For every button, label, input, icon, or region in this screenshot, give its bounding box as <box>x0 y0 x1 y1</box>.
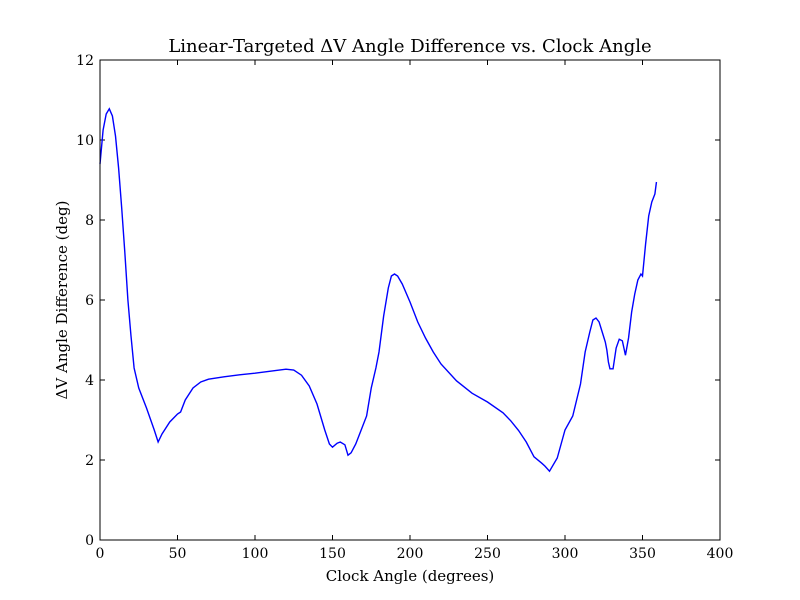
x-tick-label: 350 <box>629 546 656 562</box>
x-tick-label: 250 <box>474 546 501 562</box>
y-tick-label: 10 <box>76 133 94 149</box>
y-tick-label: 6 <box>85 293 94 309</box>
y-tick-label: 12 <box>76 53 94 69</box>
tick-labels: 0 50 100 150 200 250 300 350 400 0 2 4 6 8 10 12 <box>76 53 733 562</box>
chart-title: Linear-Targeted ΔV Angle Difference vs. … <box>168 36 651 57</box>
x-tick-label: 150 <box>319 546 346 562</box>
y-tick-label: 8 <box>85 213 94 229</box>
x-tick-label: 100 <box>242 546 269 562</box>
x-tick-label: 200 <box>397 546 424 562</box>
y-tick-label: 4 <box>85 373 94 389</box>
x-axis-label: Clock Angle (degrees) <box>326 567 495 585</box>
x-tick-label: 0 <box>96 546 105 562</box>
x-tick-label: 300 <box>552 546 579 562</box>
y-axis-label: ΔV Angle Difference (deg) <box>53 201 71 400</box>
plot-frame <box>99 59 721 541</box>
x-tick-label: 400 <box>707 546 734 562</box>
x-tick-label: 50 <box>169 546 187 562</box>
axis-ticks <box>99 59 721 541</box>
series-line <box>99 107 658 473</box>
y-tick-label: 2 <box>85 453 94 469</box>
y-tick-label: 0 <box>85 533 94 549</box>
